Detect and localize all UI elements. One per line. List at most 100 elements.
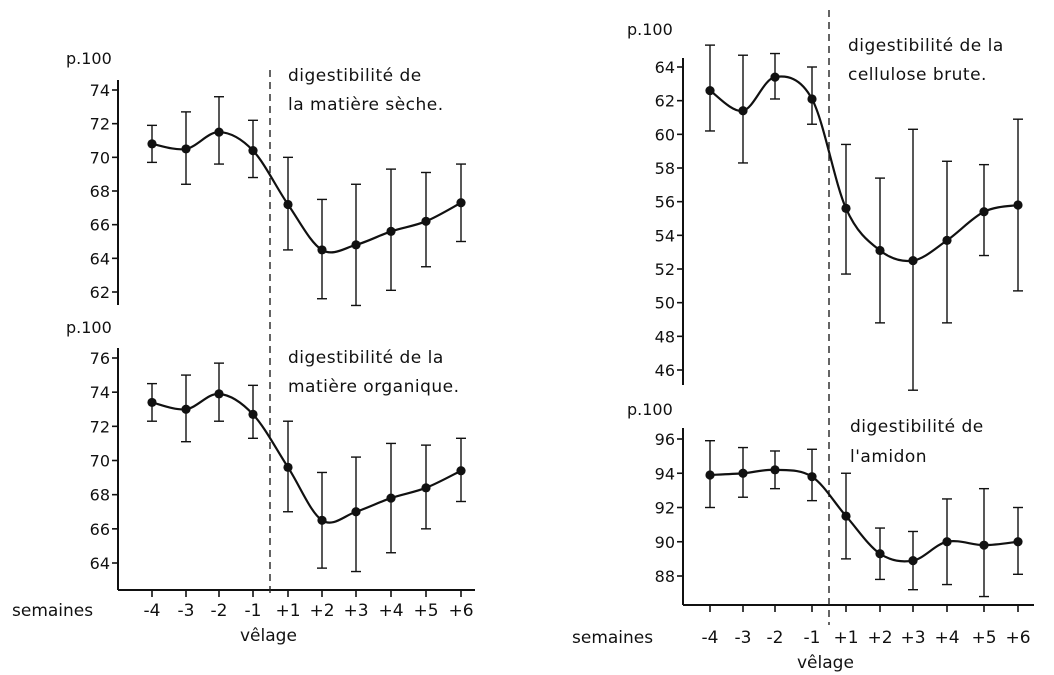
data-point [386,226,396,236]
chart-panel-matiere-organique: 64 66 68 70 72 74 76 p.100 digestibilité de la ma… [66,318,466,590]
y-tick-label: 68 [90,486,110,505]
y-tick-label: 90 [655,533,675,552]
y-tick-label: 54 [655,226,675,245]
series-line [709,75,1019,263]
data-point [147,139,157,149]
y-tick-label: 64 [655,58,675,77]
data-point [386,493,396,503]
x-tick-label-right: +5 [971,628,996,648]
data-point [738,468,748,478]
y-tick-label: 46 [655,361,675,380]
data-point [979,540,989,550]
y-tick-label: 58 [655,159,675,178]
y-tick-label: 64 [90,554,110,573]
chart-panel-amidon: 88 90 92 94 96 p.100 digestibilité de l'amidon [627,400,1023,605]
x-tick-label-right: -2 [767,628,784,648]
x-tick-label-left: +5 [413,601,438,621]
x-axis-caption-left: semaines [12,601,93,621]
y-tick-label: 74 [90,383,110,402]
data-point [248,409,258,419]
panel-title-line: digestibilité de la [848,36,1004,56]
y-tick-label: 62 [90,283,110,302]
y-tick-label: 74 [90,81,110,100]
y-tick-label: 50 [655,294,675,313]
x-axis-caption-right: semaines [572,628,653,648]
data-point [456,466,466,476]
y-tick-label: 52 [655,260,675,279]
x-tick-label-right: +6 [1005,628,1030,648]
data-point [942,235,952,245]
y-tick-label: 60 [655,125,675,144]
x-tick-label-left: +1 [275,601,300,621]
data-point [214,389,224,399]
x-tick-label-left: -1 [245,601,262,621]
x-tick-label-right: -1 [804,628,821,648]
y-tick-label: 92 [655,499,675,518]
x-tick-label-right: -3 [735,628,752,648]
panel-title-line: digestibilité de la [288,348,444,368]
x-axis-sublabel-left: vêlage [240,626,297,646]
y-tick-label: 96 [655,430,675,449]
data-point [705,85,715,96]
data-point [1013,200,1023,210]
data-point [770,465,780,475]
y-tick-label: 66 [90,520,110,539]
x-tick-label-left: +2 [309,601,334,621]
data-point [456,198,466,208]
chart-panels: -4 -3 -2 -1 +1 +2 +3 +4 +5 +6 -4 -3 -2 -1 +1 +2 +3 +4 +5 +6… [66,10,1034,648]
chart-panel-matiere-seche: 62 64 66 68 70 72 74 p.100 digestibilité de la ma… [66,49,466,307]
x-tick-label-right: -4 [702,628,719,648]
data-point [705,470,715,480]
series-line [709,468,1019,563]
y-tick-label: 62 [655,92,675,111]
data-point [979,207,989,217]
panel-title-line: digestibilité de [288,66,422,86]
x-tick-label-right: +1 [833,628,858,648]
data-point [1013,537,1023,547]
data-point [875,549,885,559]
x-tick-label-right: +4 [934,628,959,648]
data-point [908,555,918,566]
data-point [248,146,258,156]
data-point [421,483,431,493]
y-unit-label: p.100 [66,49,112,68]
data-point [181,144,191,154]
y-tick-label: 64 [90,249,110,268]
data-point [770,72,780,82]
y-tick-label: 48 [655,327,675,346]
y-tick-label: 94 [655,464,675,483]
data-point [841,203,851,213]
y-tick-label: 68 [90,182,110,201]
data-point [283,462,293,472]
y-unit-label: p.100 [66,318,112,337]
chart-panel-cellulose-brute: 46 48 50 52 54 56 58 60 62 64 p.100 digestibilité d… [627,20,1023,391]
x-axis-sublabel-right: vêlage [797,653,854,673]
panel-title-line: digestibilité de [850,417,984,437]
y-tick-label: 76 [90,349,110,368]
x-tick-label-right: +3 [900,628,925,648]
data-point [908,255,918,266]
x-tick-label-left: +4 [378,601,403,621]
y-tick-label: 56 [655,193,675,212]
data-point [351,507,361,517]
x-tick-label-left: -3 [178,601,195,621]
data-point [351,240,361,250]
x-tick-label-left: -2 [211,601,228,621]
data-point [317,245,327,255]
x-tick-label-left: +3 [343,601,368,621]
panel-title-line: cellulose brute. [848,65,987,85]
data-point [875,245,885,256]
panel-title-line: la matière sèche. [288,95,444,115]
data-point [214,127,224,137]
data-point [738,106,748,116]
x-tick-label-right: +2 [867,628,892,648]
y-unit-label: p.100 [627,400,673,419]
y-tick-label: 72 [90,417,110,436]
y-unit-label: p.100 [627,20,673,39]
y-tick-label: 70 [90,148,110,167]
y-tick-label: 72 [90,115,110,134]
panel-title-line: matière organique. [288,377,460,397]
data-point [181,404,191,414]
data-point [807,472,817,482]
